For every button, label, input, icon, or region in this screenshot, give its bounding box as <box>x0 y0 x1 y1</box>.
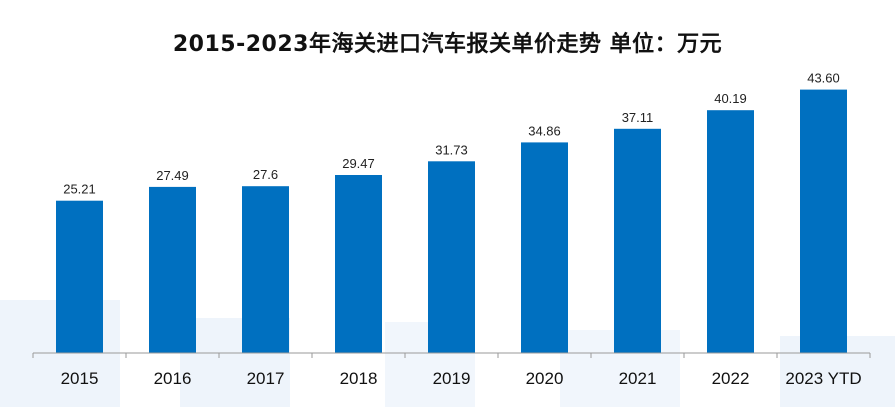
value-label: 25.21 <box>63 182 96 197</box>
category-label: 2021 <box>619 369 657 388</box>
category-label: 2016 <box>154 369 192 388</box>
category-label: 2017 <box>247 369 285 388</box>
category-label: 2020 <box>526 369 564 388</box>
bar-2016 <box>149 186 196 353</box>
category-label: 2018 <box>340 369 378 388</box>
value-label: 37.11 <box>622 110 654 125</box>
bar-2015 <box>56 200 103 353</box>
value-label: 43.60 <box>807 71 840 86</box>
x-axis-ticks <box>32 353 871 358</box>
bar-2022 <box>707 110 754 353</box>
bar-2023-ytd <box>800 89 847 353</box>
value-label: 27.6 <box>253 167 278 182</box>
bar-2020 <box>521 142 568 353</box>
bar-2018 <box>335 175 382 353</box>
value-label: 27.49 <box>156 168 189 183</box>
bar-2019 <box>428 161 475 353</box>
category-label: 2019 <box>433 369 471 388</box>
value-labels-group: 25.21 27.49 27.6 29.47 31.73 34.86 37.11 40.19 4… <box>63 71 840 197</box>
bar-2017 <box>242 186 289 353</box>
category-label: 2023 YTD <box>785 369 861 388</box>
value-label: 29.47 <box>342 156 375 171</box>
value-label: 40.19 <box>714 91 747 106</box>
category-label: 2015 <box>61 369 99 388</box>
bars-group <box>56 89 847 353</box>
value-label: 31.73 <box>435 142 468 157</box>
chart-title: 2015-2023年海关进口汽车报关单价走势 单位：万元 <box>172 32 723 57</box>
category-labels-group: 2015 2016 2017 2018 2019 2020 2021 2022 2023 YTD <box>61 369 862 388</box>
value-label: 34.86 <box>528 123 561 138</box>
bar-2021 <box>614 128 661 353</box>
category-label: 2022 <box>712 369 750 388</box>
